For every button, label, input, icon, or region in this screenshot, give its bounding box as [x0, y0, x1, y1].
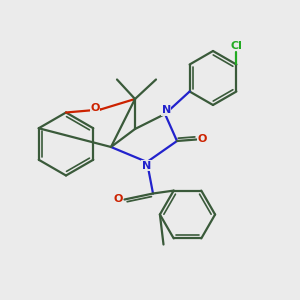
Text: Cl: Cl — [230, 41, 242, 51]
Text: O: O — [197, 134, 207, 145]
Text: N: N — [142, 160, 151, 171]
Text: O: O — [113, 194, 123, 205]
Text: O: O — [90, 103, 100, 113]
Text: N: N — [162, 105, 171, 116]
